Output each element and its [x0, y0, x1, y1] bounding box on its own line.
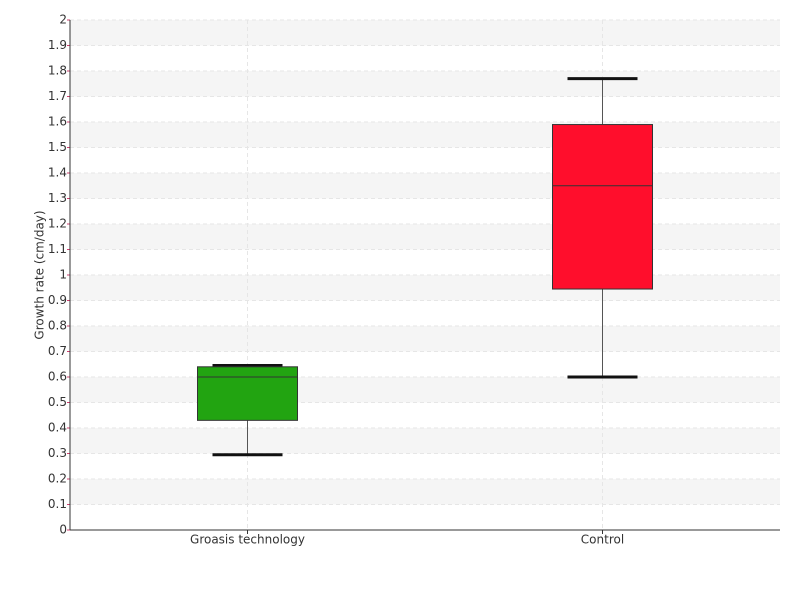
y-tick-label: 1.4 [48, 166, 67, 180]
y-tick-label: 1.9 [48, 38, 67, 52]
y-tick-label: 0 [59, 523, 67, 537]
box [552, 124, 653, 290]
grid-band [70, 122, 780, 148]
grid-band [70, 428, 780, 454]
y-tick-label: 1.2 [48, 217, 67, 231]
y-tick-label: 0.1 [48, 497, 67, 511]
y-tick-label: 0.4 [48, 421, 67, 435]
grid-band [70, 173, 780, 199]
y-tick-label: 0.3 [48, 446, 67, 460]
y-axis-label: Growth rate (cm/day) [33, 210, 47, 339]
grid-band [70, 71, 780, 97]
grid-band [70, 20, 780, 46]
x-tick-label: Groasis technology [190, 533, 305, 547]
y-tick-label: 1.3 [48, 191, 67, 205]
y-tick-label: 1.8 [48, 64, 67, 78]
y-tick-label: 0.2 [48, 472, 67, 486]
grid-band [70, 224, 780, 250]
y-tick-label: 1.7 [48, 89, 67, 103]
y-tick-label: 0.7 [48, 344, 67, 358]
grid-band [70, 275, 780, 301]
y-tick-label: 0.9 [48, 293, 67, 307]
y-tick-label: 0.6 [48, 370, 67, 384]
x-tick-label: Control [581, 533, 624, 547]
box [197, 366, 298, 421]
grid-band [70, 377, 780, 403]
y-tick-label: 0.8 [48, 319, 67, 333]
y-tick-label: 1 [59, 268, 67, 282]
grid-band [70, 326, 780, 352]
y-tick-label: 1.5 [48, 140, 67, 154]
y-tick-label: 1.1 [48, 242, 67, 256]
y-tick-label: 1.6 [48, 115, 67, 129]
grid-band [70, 479, 780, 505]
y-tick-label: 2 [59, 13, 67, 27]
y-tick-label: 0.5 [48, 395, 67, 409]
